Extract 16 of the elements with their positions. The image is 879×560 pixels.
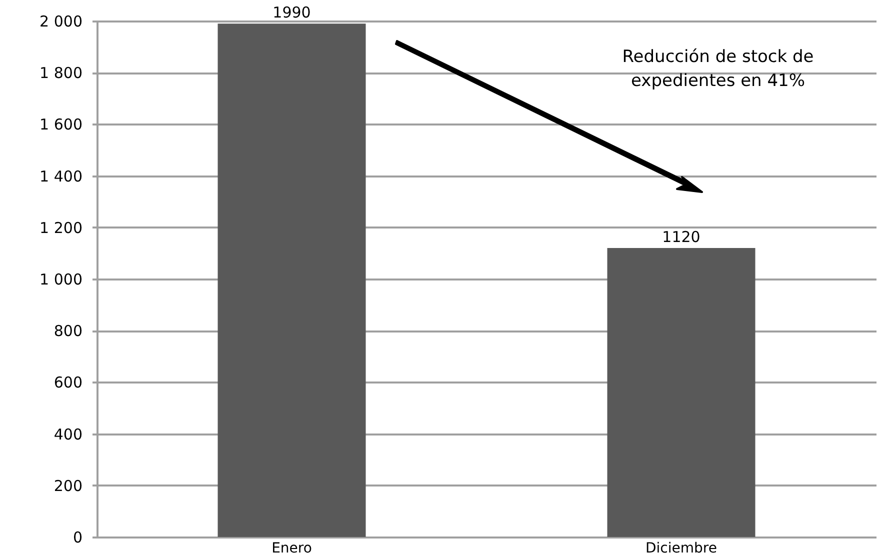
y-tick-label: 1 600 <box>40 116 82 134</box>
y-tick-label: 1 400 <box>40 167 82 186</box>
x-tick-label: Enero <box>272 540 312 556</box>
data-label: 1120 <box>662 228 700 246</box>
y-tick-label: 1 800 <box>40 64 82 82</box>
annotation: Reducción de stock de expedientes en 41% <box>622 47 814 91</box>
y-tick-label: 1 200 <box>40 218 82 237</box>
y-tick-label: 800 <box>54 322 82 340</box>
y-tick-label: 0 <box>72 528 82 546</box>
x-tick-label: Diciembre <box>646 540 717 556</box>
y-tick-label: 200 <box>54 476 82 495</box>
y-tick-label: 400 <box>54 425 82 444</box>
y-tick-label: 600 <box>54 374 82 392</box>
y-tick-label: 2 000 <box>40 12 82 30</box>
data-label: 1990 <box>272 4 311 22</box>
y-tick-label: 1 000 <box>40 270 82 288</box>
